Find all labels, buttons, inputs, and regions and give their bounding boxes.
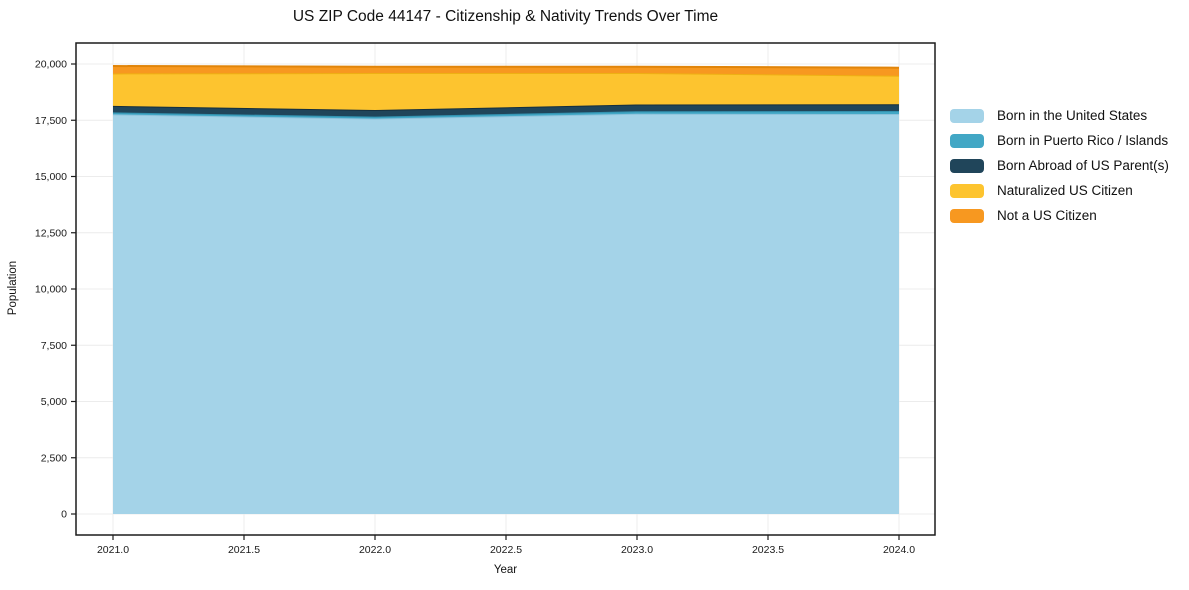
legend: Born in the United States Born in Puerto … <box>950 103 1169 228</box>
x-axis-label: Year <box>493 564 518 576</box>
area-edge-4 <box>112 65 900 69</box>
y-tick-label: 7,500 <box>41 340 67 352</box>
x-tick-label: 2023.0 <box>621 544 653 556</box>
legend-label: Born in Puerto Rico / Islands <box>997 133 1169 148</box>
y-axis-label: Population <box>7 260 19 316</box>
x-tick-label: 2021.5 <box>228 544 260 556</box>
y-tick-label: 17,500 <box>35 115 67 127</box>
y-tick-label: 12,500 <box>35 227 67 239</box>
legend-label: Born Abroad of US Parent(s) <box>997 158 1169 173</box>
y-tick-label: 10,000 <box>35 284 67 296</box>
legend-item: Born Abroad of US Parent(s) <box>950 153 1169 178</box>
area-series-0 <box>113 113 899 514</box>
legend-label: Naturalized US Citizen <box>997 183 1133 198</box>
y-tick-label: 2,500 <box>41 452 67 464</box>
legend-item: Born in the United States <box>950 103 1169 128</box>
y-tick-label: 0 <box>61 509 67 521</box>
area-series-4 <box>113 66 899 76</box>
legend-swatch <box>950 158 984 173</box>
chart-title: US ZIP Code 44147 - Citizenship & Nativi… <box>292 8 719 25</box>
y-tick-label: 20,000 <box>35 59 67 71</box>
legend-label: Not a US Citizen <box>997 208 1097 223</box>
area-series-3 <box>113 73 899 111</box>
legend-label: Born in the United States <box>997 108 1148 123</box>
legend-swatch <box>950 208 984 223</box>
x-tick-label: 2021.0 <box>97 544 129 556</box>
area-series-2 <box>113 104 899 117</box>
y-tick-label: 15,000 <box>35 171 67 183</box>
x-tick-label: 2022.5 <box>490 544 522 556</box>
x-tick-label: 2022.0 <box>359 544 391 556</box>
legend-swatch <box>950 183 984 198</box>
x-tick-label: 2023.5 <box>752 544 784 556</box>
legend-item: Naturalized US Citizen <box>950 178 1169 203</box>
x-tick-label: 2024.0 <box>883 544 915 556</box>
legend-swatch <box>950 108 984 123</box>
legend-item: Born in Puerto Rico / Islands <box>950 128 1169 153</box>
legend-swatch <box>950 133 984 148</box>
y-tick-label: 5,000 <box>41 396 67 408</box>
legend-item: Not a US Citizen <box>950 203 1169 228</box>
